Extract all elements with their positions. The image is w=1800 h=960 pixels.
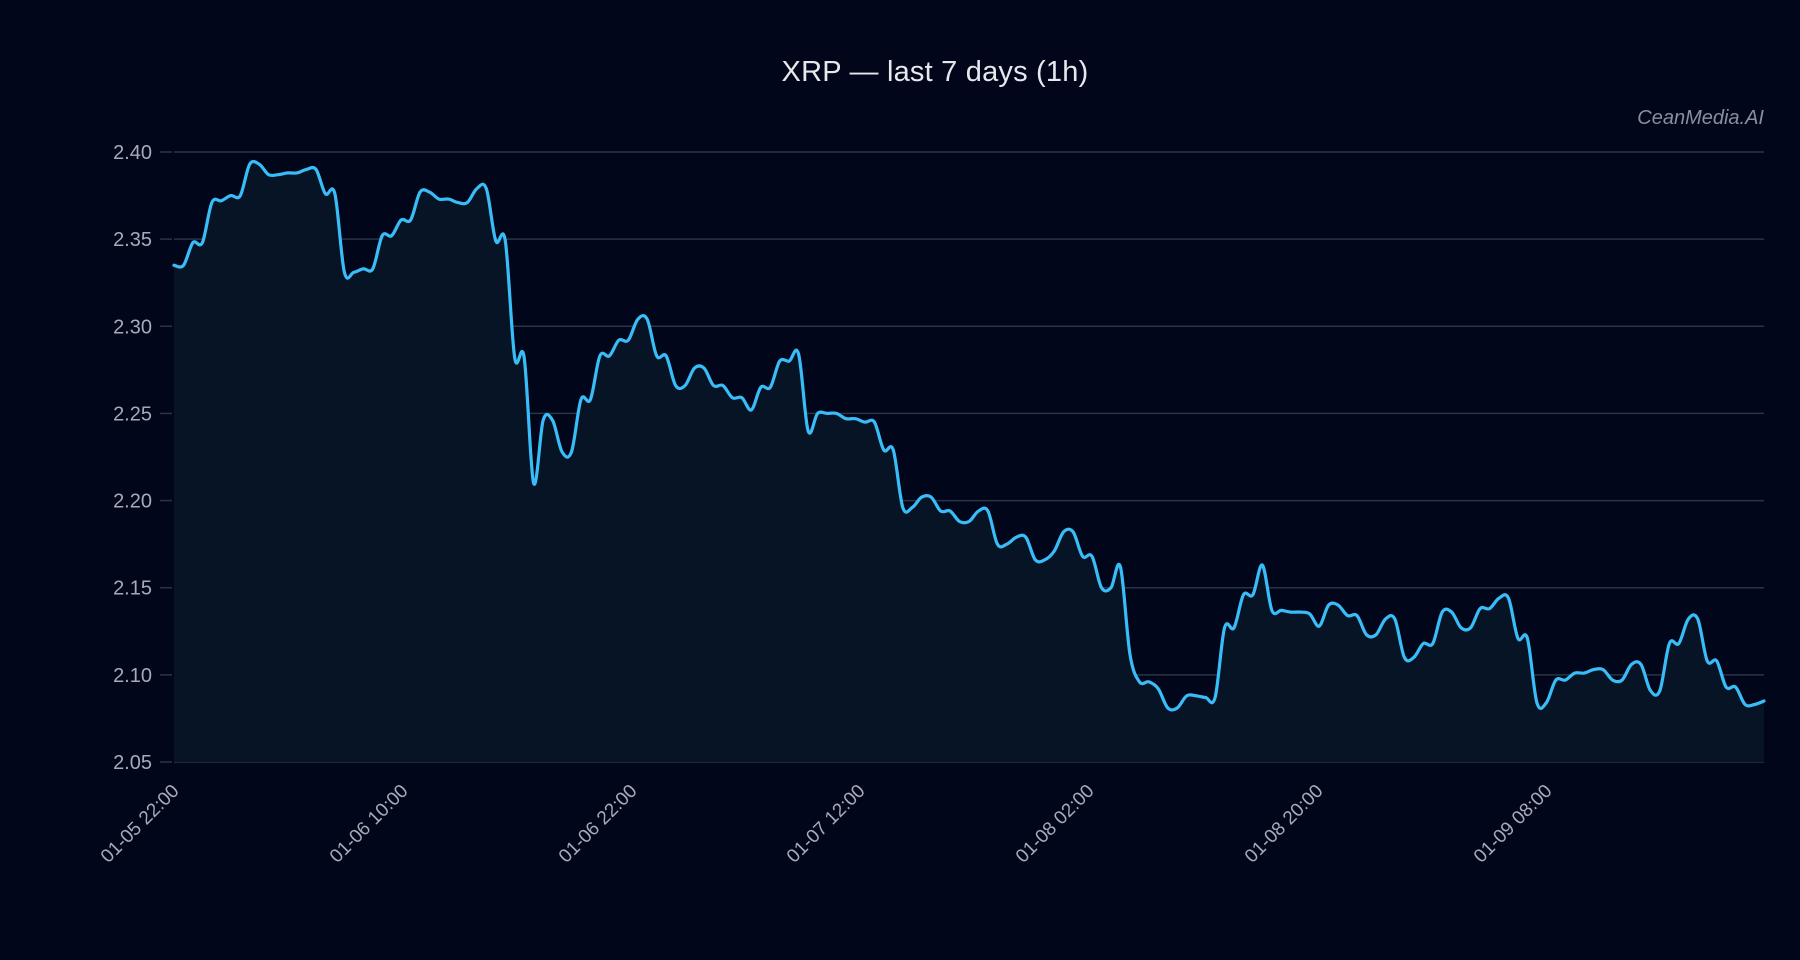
price-line: [172, 159, 1766, 712]
watermark: CeanMedia.AI: [1637, 107, 1764, 129]
x-tick-label: 01-08 02:00: [1012, 781, 1099, 868]
chart-title: XRP — last 7 days (1h): [781, 56, 1089, 88]
y-tick-label: 2.35: [113, 229, 152, 251]
y-tick-label: 2.15: [113, 578, 152, 600]
x-axis: 01-05 22:00 01-06 10:00 01-06 22:00 01-07 1…: [97, 781, 1557, 868]
y-tick-label: 2.05: [113, 752, 152, 774]
y-tick-label: 2.40: [113, 142, 152, 164]
x-tick-label: 01-07 12:00: [783, 781, 870, 868]
y-tick-label: 2.25: [113, 403, 152, 425]
y-tick-label: 2.20: [113, 491, 152, 513]
x-tick-label: 01-08 20:00: [1241, 781, 1328, 868]
y-tick-label: 2.10: [113, 665, 152, 687]
y-tick-label: 2.30: [113, 316, 152, 338]
x-tick-label: 01-06 22:00: [555, 781, 642, 868]
x-tick-label: 01-06 10:00: [326, 781, 413, 868]
price-area-fill: [174, 161, 1764, 762]
x-tick-label: 01-05 22:00: [97, 781, 184, 868]
y-axis: 2.05 2.10 2.15 2.20 2.25 2.30 2.35 2.40: [113, 142, 172, 774]
x-tick-label: 01-09 08:00: [1470, 781, 1557, 868]
